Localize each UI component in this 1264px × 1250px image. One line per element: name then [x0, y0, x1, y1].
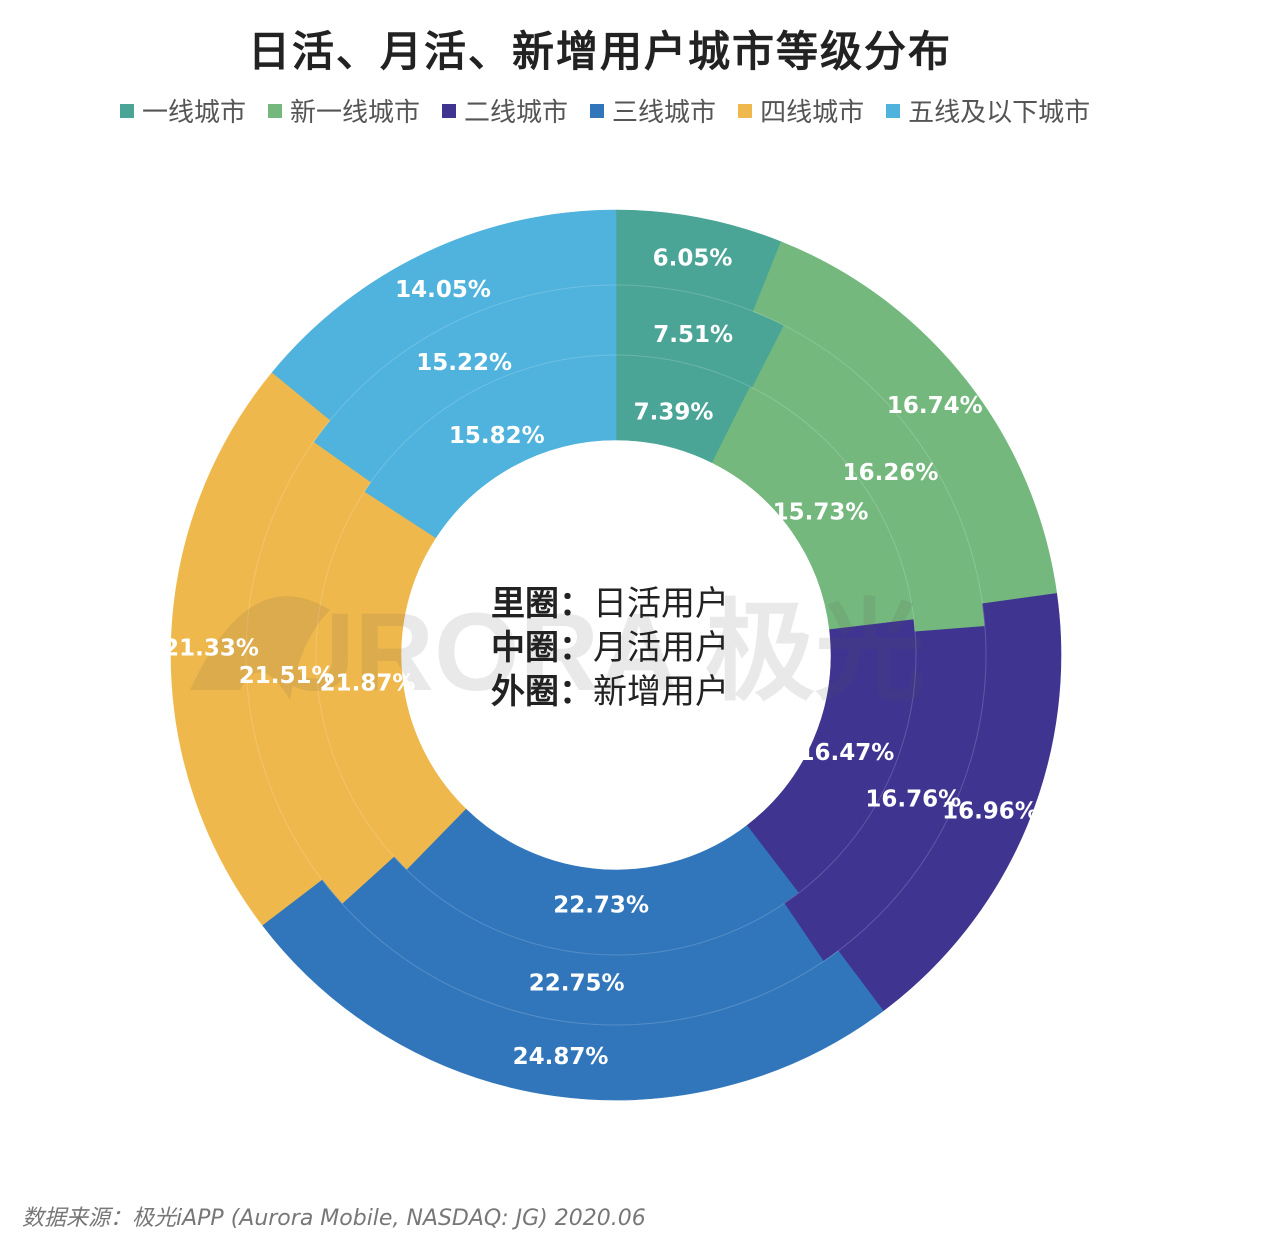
- legend-label: 三线城市: [612, 98, 717, 128]
- legend-label: 四线城市: [760, 98, 865, 128]
- legend-label: 二线城市: [464, 98, 569, 128]
- legend-swatch: [442, 103, 457, 118]
- chart-title: 日活、月活、新增用户城市等级分布: [247, 27, 952, 76]
- legend-item: 三线城市: [590, 92, 716, 129]
- slice-label: 22.73%: [553, 893, 649, 919]
- legend-swatch: [268, 103, 283, 118]
- legend-item: 新一线城市: [268, 92, 420, 129]
- legend-label: 五线及以下城市: [908, 98, 1091, 128]
- slice-label: 16.96%: [942, 798, 1038, 824]
- legend-label: 新一线城市: [290, 98, 421, 128]
- slice-label: 16.26%: [843, 460, 939, 486]
- donut-slice: [271, 209, 617, 421]
- center-legend-line: 外圈：新增用户: [491, 672, 729, 712]
- slice-label: 7.39%: [634, 400, 714, 426]
- slice-label: 14.05%: [395, 277, 491, 303]
- svg-text:URORA 极光: URORA 极光: [275, 591, 925, 714]
- legend: 一线城市 新一线城市 二线城市 三线城市 四线城市 五线及以下城市: [120, 92, 1220, 129]
- slice-label: 15.73%: [773, 499, 869, 525]
- slice-label: 6.05%: [653, 245, 733, 271]
- legend-item: 一线城市: [120, 92, 246, 129]
- legend-swatch: [738, 103, 753, 118]
- legend-swatch: [120, 103, 134, 118]
- slice-label: 21.51%: [239, 663, 335, 689]
- legend-swatch: [590, 103, 605, 118]
- legend-item: 五线及以下城市: [886, 92, 1090, 129]
- slice-label: 16.47%: [798, 740, 894, 766]
- slice-label: 24.87%: [513, 1044, 609, 1070]
- ring-separator: [245, 284, 987, 1026]
- data-source-note: 数据来源：极光iAPP (Aurora Mobile, NASDAQ: JG) …: [22, 1206, 646, 1231]
- donut-slice: [261, 879, 884, 1101]
- ring-separator: [315, 354, 917, 956]
- slice-label: 21.87%: [320, 670, 416, 696]
- slice-label: 22.75%: [529, 971, 625, 997]
- slice-label: 15.82%: [449, 423, 545, 449]
- center-legend-line: 里圈：日活用户: [491, 584, 729, 624]
- legend-label: 一线城市: [142, 98, 247, 128]
- slice-label: 15.22%: [416, 350, 512, 376]
- slice-label: 16.74%: [887, 393, 983, 419]
- slice-label: 16.76%: [865, 786, 961, 812]
- slice-label: 7.51%: [653, 322, 733, 348]
- legend-item: 二线城市: [442, 92, 568, 129]
- slice-label: 21.33%: [163, 636, 259, 662]
- legend-swatch: [886, 103, 901, 118]
- watermark-logo: URORA 极光: [190, 591, 925, 714]
- center-legend-line: 中圈：月活用户: [491, 628, 729, 668]
- legend-item: 四线城市: [738, 92, 864, 129]
